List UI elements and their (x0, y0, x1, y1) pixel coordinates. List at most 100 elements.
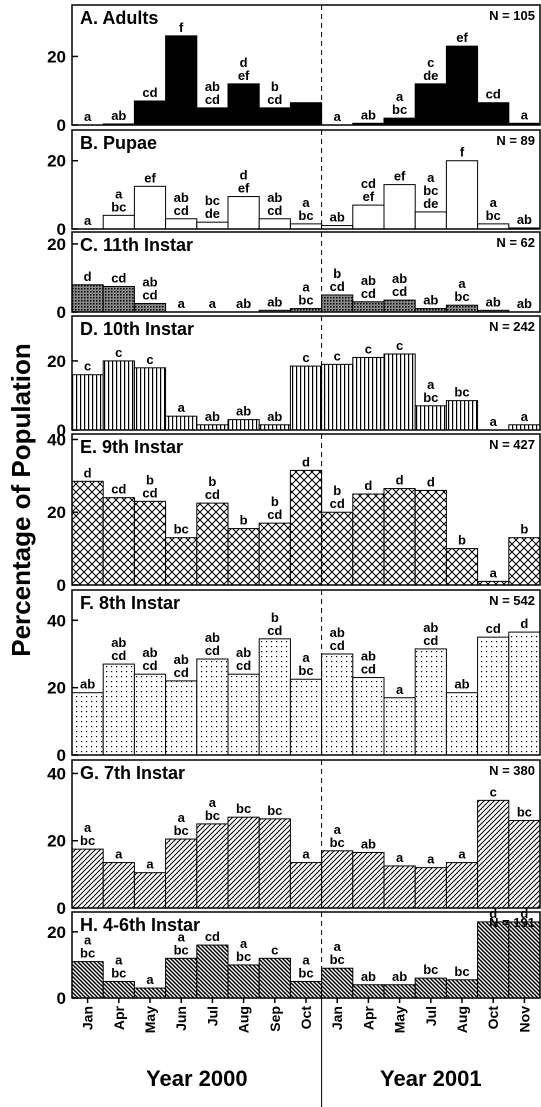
significance-letter: bc (174, 823, 189, 838)
bar (508, 424, 541, 431)
bar (133, 872, 167, 909)
significance-letter: ab (236, 645, 251, 660)
bar (102, 980, 135, 999)
y-tick-label: 40 (47, 611, 66, 630)
y-tick-label: 20 (47, 235, 66, 254)
bar (165, 537, 198, 586)
bar (165, 838, 198, 909)
significance-letter: cd (236, 658, 251, 673)
bar (321, 511, 354, 586)
significance-letter: c (427, 55, 434, 70)
bar (414, 648, 447, 756)
significance-letter: a (84, 109, 92, 124)
bar (445, 400, 479, 431)
y-tick-label: 0 (57, 116, 66, 135)
significance-letter: ab (423, 293, 438, 308)
x-tick-label: Jul (423, 1006, 439, 1026)
significance-letter: cd (423, 633, 438, 648)
panel-title: C. 11th Instar (80, 235, 193, 255)
significance-letter: c (302, 350, 309, 365)
significance-letter: cd (267, 92, 282, 107)
significance-letter: a (84, 213, 92, 228)
bar (352, 204, 385, 230)
significance-letter: b (520, 522, 528, 537)
significance-letter: a (302, 650, 310, 665)
bar (289, 980, 323, 999)
significance-letter: a (178, 296, 186, 311)
y-tick-label: 0 (57, 899, 66, 918)
sample-size: N = 89 (496, 133, 535, 148)
significance-letter: bc (267, 803, 282, 818)
sample-size: N = 542 (489, 593, 535, 608)
bar (321, 967, 354, 999)
year-label: Year 2000 (146, 1066, 248, 1091)
y-tick-label: 0 (57, 421, 66, 440)
significance-letter: ab (205, 409, 220, 424)
significance-letter: ef (238, 181, 250, 196)
significance-letter: b (271, 79, 279, 94)
significance-letter: ab (392, 969, 407, 984)
bar (414, 405, 447, 431)
significance-letter: ab (330, 210, 345, 225)
panel-frame (71, 759, 541, 909)
significance-letter: a (302, 952, 310, 967)
significance-letter: a (427, 170, 435, 185)
bar (445, 45, 479, 126)
x-tick-label: Jul (204, 1006, 220, 1026)
significance-letter: bc (330, 952, 345, 967)
significance-letter: ab (142, 645, 157, 660)
bar (165, 218, 198, 230)
significance-letter: a (178, 810, 186, 825)
significance-letter: ab (174, 652, 189, 667)
significance-letter: f (460, 145, 465, 160)
x-tick-label: Oct (298, 1006, 314, 1030)
significance-letter: d (84, 269, 92, 284)
significance-letter: ab (236, 404, 251, 419)
bar (321, 653, 354, 756)
significance-letter: d (84, 465, 92, 480)
significance-letter: cd (205, 92, 220, 107)
bar (258, 522, 291, 586)
bar (227, 419, 260, 431)
significance-letter: ab (361, 837, 376, 852)
x-tick-label: Jun (173, 1006, 189, 1031)
bar (165, 415, 198, 431)
significance-letter: bc (454, 964, 469, 979)
significance-letter: a (240, 936, 248, 951)
bar (102, 285, 135, 313)
significance-letter: cd (486, 621, 501, 636)
significance-letter: b (208, 474, 216, 489)
bar (258, 638, 291, 756)
significance-letter: cd (361, 176, 376, 191)
sample-size: N = 242 (489, 319, 535, 334)
significance-letter: bc (174, 942, 189, 957)
significance-letter: bc (205, 808, 220, 823)
year-label: Year 2001 (380, 1066, 482, 1091)
bar (352, 356, 385, 431)
significance-letter: bc (298, 208, 313, 223)
significance-letter: a (521, 107, 529, 122)
bar (196, 424, 229, 431)
significance-letter: cd (361, 286, 376, 301)
significance-letter: ab (205, 79, 220, 94)
bar (289, 862, 323, 909)
bar (227, 528, 260, 586)
bar (445, 160, 479, 230)
significance-letter: cd (142, 485, 157, 500)
bar (196, 221, 229, 230)
panel-title: B. Pupae (80, 133, 157, 153)
significance-letter: ab (392, 271, 407, 286)
significance-letter: bc (392, 102, 407, 117)
bar (383, 299, 416, 313)
significance-letter: cd (111, 482, 126, 497)
y-tick-label: 20 (47, 47, 66, 66)
significance-letter: bc (236, 949, 251, 964)
bar (165, 35, 198, 126)
significance-letter: a (178, 400, 186, 415)
bar (71, 848, 104, 909)
significance-letter: c (84, 359, 91, 374)
bar (289, 469, 323, 586)
bar (71, 374, 104, 431)
bar (508, 631, 541, 756)
bar (445, 692, 479, 756)
